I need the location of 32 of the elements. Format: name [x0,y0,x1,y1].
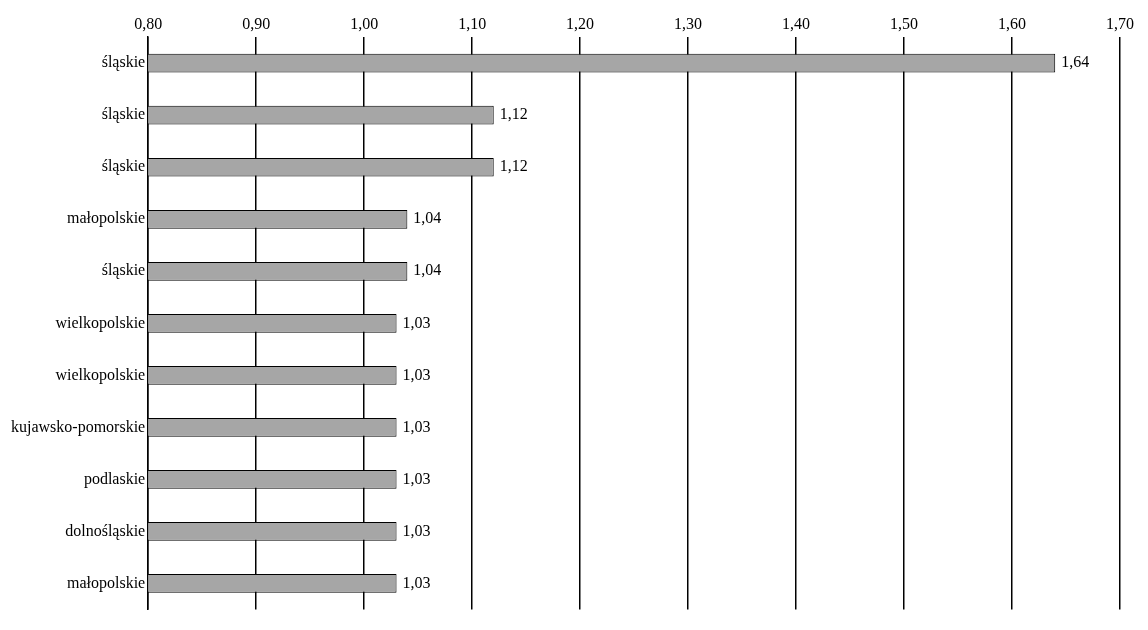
x-tick-label: 1,50 [890,14,919,32]
data-label: 1,03 [402,573,431,591]
y-tick-label: śląskie [101,261,146,280]
y-tick-label: śląskie [101,53,146,72]
y-tick-label: śląskie [101,157,146,176]
y-tick-label: dolnośląskie [65,521,146,540]
x-tick-label: 1,00 [350,14,379,32]
x-tick-label: 1,40 [782,14,811,32]
x-tick-label: 1,20 [566,14,595,32]
x-tick-label: 1,70 [1106,14,1134,32]
data-label: 1,12 [499,157,528,175]
x-tick-label: 1,60 [998,14,1027,32]
data-label: 1,04 [413,261,442,279]
y-tick-label: małopolskie [66,573,146,592]
data-label: 1,03 [402,521,431,539]
y-tick-label: śląskie [101,105,146,124]
data-label: 1,03 [402,313,431,331]
y-tick-label: wielkopolskie [55,313,146,332]
data-label: 1,64 [1061,53,1090,71]
y-tick-label: podlaskie [83,469,146,488]
x-tick-label: 1,30 [674,14,703,32]
y-tick-label: kujawsko-pomorskie [11,417,146,436]
y-tick-label: wielkopolskie [55,365,146,384]
data-label: 1,03 [402,417,431,435]
data-label: 1,03 [402,469,431,487]
x-tick-label: 0,80 [134,14,163,32]
x-tick-label: 1,10 [458,14,487,32]
data-label: 1,03 [402,365,431,383]
data-label: 1,12 [499,105,528,123]
x-tick-label: 0,90 [242,14,271,32]
data-label: 1,04 [413,209,442,227]
y-tick-label: małopolskie [66,209,146,228]
